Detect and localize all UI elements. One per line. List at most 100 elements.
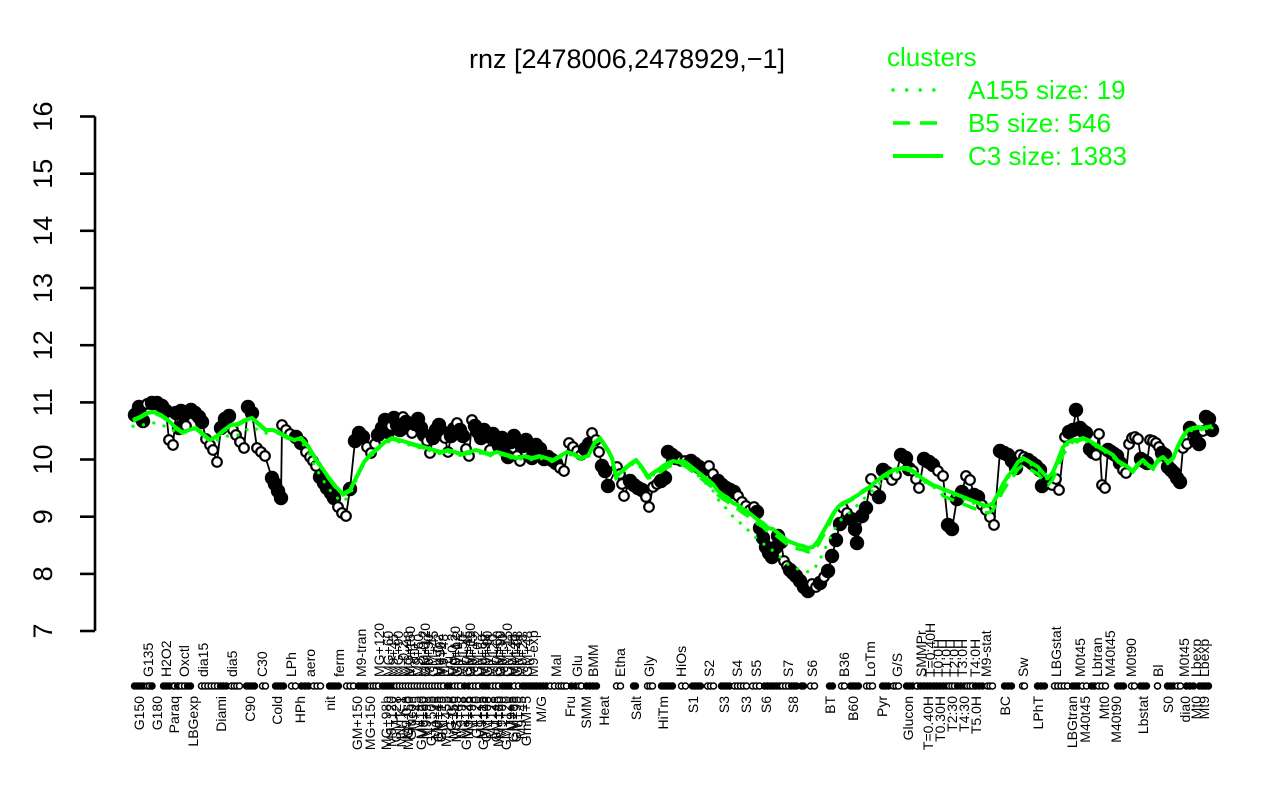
svg-text:Glucon: Glucon [403, 696, 419, 740]
svg-text:C30: C30 [254, 651, 270, 677]
svg-text:M9+150: M9+150 [402, 626, 418, 677]
svg-text:T4:0H: T4:0H [967, 639, 983, 677]
svg-text:T3:0H: T3:0H [954, 639, 970, 677]
svg-text:S6: S6 [804, 660, 820, 677]
svg-text:GM+120: GM+120 [417, 623, 433, 677]
svg-text:G/S: G/S [889, 653, 905, 677]
svg-text:LBGexp: LBGexp [185, 696, 201, 747]
svg-text:M9-0.8: M9-0.8 [398, 696, 414, 740]
svg-text:M0t45: M0t45 [1072, 638, 1088, 677]
svg-text:S8: S8 [785, 696, 801, 713]
svg-text:M9+98: M9+98 [477, 634, 493, 677]
svg-text:M0t45: M0t45 [1176, 638, 1192, 677]
svg-text:Lbexp: Lbexp [1188, 639, 1204, 677]
svg-text:GM+128: GM+128 [458, 696, 474, 750]
svg-text:BT: BT [822, 696, 838, 714]
svg-text:GM+150: GM+150 [349, 696, 365, 750]
svg-text:S4: S4 [729, 660, 745, 677]
svg-text:Fru: Fru [562, 696, 578, 717]
svg-text:M9+120: M9+120 [447, 626, 463, 677]
svg-text:M0+45: M0+45 [428, 696, 444, 739]
svg-text:GM+128: GM+128 [475, 696, 491, 750]
svg-text:G+150b: G+150b [423, 696, 439, 746]
svg-text:Etha: Etha [612, 648, 628, 677]
svg-text:GM+98: GM+98 [509, 630, 525, 677]
svg-text:M9+60: M9+60 [410, 634, 426, 677]
svg-text:MG+150: MG+150 [400, 696, 416, 750]
svg-text:M9+48: M9+48 [504, 634, 520, 677]
svg-text:GM+150: GM+150 [499, 623, 515, 677]
svg-text:M+150: M+150 [445, 696, 461, 739]
svg-text:GM+45: GM+45 [425, 630, 441, 677]
svg-text:S7: S7 [780, 660, 796, 677]
svg-text:MG-0.2: MG-0.2 [415, 630, 431, 677]
svg-text:M9+120: M9+120 [490, 696, 506, 747]
svg-text:M9+30: M9+30 [494, 634, 510, 677]
svg-text:GM+48: GM+48 [519, 630, 535, 677]
svg-text:M9+15: M9+15 [473, 696, 489, 739]
svg-text:G+120: G+120 [468, 696, 484, 739]
svg-text:Salt: Salt [628, 696, 644, 720]
svg-text:M9-tran: M9-tran [353, 629, 369, 677]
svg-text:Lbexp: Lbexp [1196, 639, 1212, 677]
svg-text:M40t45: M40t45 [1077, 696, 1093, 743]
svg-text:GM-0.2: GM-0.2 [469, 630, 485, 677]
svg-text:Glu: Glu [569, 655, 585, 677]
svg-text:T0:0H: T0:0H [930, 639, 946, 677]
svg-text:GM+28: GM+28 [388, 696, 404, 743]
svg-text:Bl: Bl [1150, 665, 1166, 677]
svg-text:MG+150: MG+150 [362, 696, 378, 750]
svg-text:Heat: Heat [596, 696, 612, 726]
svg-text:S2: S2 [701, 660, 717, 677]
svg-text:M+90: M+90 [432, 641, 448, 677]
svg-text:8: 8 [28, 566, 58, 581]
svg-text:S5: S5 [748, 660, 764, 677]
svg-text:M9+90: M9+90 [493, 696, 509, 739]
svg-text:M9+28: M9+28 [514, 634, 530, 677]
svg-text:GM+95: GM+95 [508, 696, 524, 743]
svg-text:Fru: Fru [440, 656, 456, 677]
svg-text:dia0: dia0 [1177, 696, 1193, 723]
svg-text:G150: G150 [131, 696, 147, 730]
svg-text:GM+48: GM+48 [430, 696, 446, 743]
svg-text:G180: G180 [149, 696, 165, 730]
svg-text:SMM: SMM [578, 696, 594, 729]
svg-text:BC: BC [997, 696, 1013, 715]
svg-text:T2:30: T2:30 [944, 696, 960, 732]
svg-text:Gly: Gly [641, 656, 657, 677]
svg-text:Lbstat: Lbstat [1135, 696, 1151, 734]
svg-text:dia5: dia5 [224, 650, 240, 677]
svg-text:Sw: Sw [1015, 657, 1031, 677]
svg-text:M9+90: M9+90 [420, 634, 436, 677]
svg-text:C3 size: 1383: C3 size: 1383 [968, 141, 1127, 171]
svg-text:M9+45: M9+45 [460, 696, 476, 739]
svg-text:M9+15: M9+15 [464, 634, 480, 677]
svg-text:B60: B60 [845, 696, 861, 721]
svg-text:M+150: M+150 [454, 634, 470, 677]
svg-text:MG+120: MG+120 [371, 623, 387, 677]
svg-text:SMMPr: SMMPr [913, 630, 929, 677]
svg-text:GM+45: GM+45 [488, 696, 504, 743]
svg-text:BMM: BMM [585, 644, 601, 677]
svg-text:S6: S6 [758, 696, 774, 713]
svg-text:ferm: ferm [331, 649, 347, 677]
svg-text:M+128: M+128 [483, 696, 499, 739]
svg-text:Cold: Cold [269, 696, 285, 725]
svg-text:M0t90: M0t90 [1123, 638, 1139, 677]
svg-text:M9+48: M9+48 [435, 634, 451, 677]
svg-text:GM+90: GM+90 [479, 630, 495, 677]
svg-text:T4:30: T4:30 [956, 696, 972, 732]
svg-text:B5 size: 546: B5 size: 546 [968, 108, 1111, 138]
svg-text:MG+90: MG+90 [390, 630, 406, 677]
svg-text:A155 size: 19: A155 size: 19 [968, 75, 1126, 105]
svg-text:LBGstat: LBGstat [1048, 626, 1064, 677]
svg-text:LBGtran: LBGtran [1064, 696, 1080, 748]
svg-text:M9+98: M9+98 [453, 696, 469, 739]
svg-text:T1:0H: T1:0H [938, 639, 954, 677]
svg-text:aero: aero [302, 649, 318, 677]
svg-text:15: 15 [28, 159, 58, 189]
svg-text:Lbtran: Lbtran [1089, 637, 1105, 677]
svg-text:Mg-0.2: Mg-0.2 [430, 633, 446, 677]
svg-text:M+120: M+120 [484, 634, 500, 677]
svg-text:7: 7 [28, 623, 58, 638]
